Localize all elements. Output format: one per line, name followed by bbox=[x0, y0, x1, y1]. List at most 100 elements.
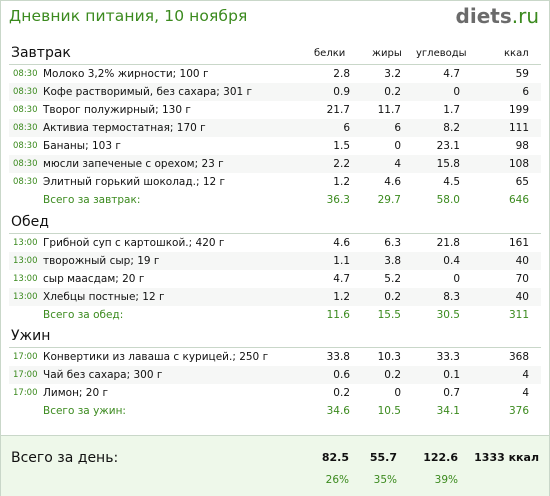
section-total-carbs: 34.1 bbox=[436, 405, 460, 417]
food-protein: 2.8 bbox=[333, 68, 350, 80]
food-time: 13:00 bbox=[13, 238, 38, 248]
food-carbs: 33.3 bbox=[436, 351, 460, 363]
food-carbs: 8.2 bbox=[443, 122, 460, 134]
food-carbs: 0.1 bbox=[443, 369, 460, 381]
food-protein: 21.7 bbox=[326, 104, 350, 116]
day-total-carbs-pct: 39% bbox=[434, 474, 458, 486]
food-time: 13:00 bbox=[13, 274, 38, 284]
section-total-fat: 15.5 bbox=[377, 309, 401, 321]
food-protein: 2.2 bbox=[333, 158, 350, 170]
section-divider bbox=[9, 64, 541, 65]
section-total-protein: 11.6 bbox=[326, 309, 350, 321]
section-title: Ужин bbox=[11, 328, 51, 344]
section-total-row: Всего за обед: 11.6 15.5 30.5 311 bbox=[9, 306, 541, 324]
food-kcal: 40 bbox=[515, 255, 529, 267]
section-total-kcal: 376 bbox=[508, 405, 529, 417]
food-row[interactable]: 08:30 Элитный горький шоколад.; 12 г 1.2 4.… bbox=[9, 173, 541, 192]
food-carbs: 8.3 bbox=[443, 291, 460, 303]
food-row[interactable]: 08:30 Кофе растворимый, без сахара; 301 г… bbox=[9, 83, 541, 102]
section-title: Завтрак bbox=[11, 45, 71, 61]
food-carbs: 21.8 bbox=[436, 237, 460, 249]
food-row[interactable]: 13:00 сыр маасдам; 20 г 4.7 5.2 0 70 bbox=[9, 270, 541, 289]
food-carbs: 0 bbox=[453, 86, 460, 98]
logo-main: diets bbox=[455, 4, 512, 28]
food-row[interactable]: 08:30 мюсли запеченые с орехом; 23 г 2.2 4 1… bbox=[9, 155, 541, 174]
day-total-protein: 82.5 bbox=[321, 451, 349, 464]
food-row[interactable]: 17:00 Чай без сахара; 300 г 0.6 0.2 0.1 4 bbox=[9, 366, 541, 385]
food-row[interactable]: 08:30 Активиа термостатная; 170 г 6 6 8.2 111 bbox=[9, 119, 541, 138]
section-divider bbox=[9, 233, 541, 234]
section-total-kcal: 311 bbox=[508, 309, 529, 321]
food-name: Хлебцы постные; 12 г bbox=[43, 291, 165, 303]
section-total-carbs: 30.5 bbox=[436, 309, 460, 321]
section-total-row: Всего за ужин: 34.6 10.5 34.1 376 bbox=[9, 402, 541, 420]
food-fat: 3.8 bbox=[384, 255, 401, 267]
food-kcal: 368 bbox=[508, 351, 529, 363]
food-name: мюсли запеченые с орехом; 23 г bbox=[43, 158, 224, 170]
food-fat: 6.3 bbox=[384, 237, 401, 249]
day-total: Всего за день: 82.5 55.7 122.6 1333 ккал… bbox=[1, 435, 549, 496]
food-name: Творог полужирный; 130 г bbox=[43, 104, 191, 116]
food-name: Бананы; 103 г bbox=[43, 140, 121, 152]
food-row[interactable]: 17:00 Лимон; 20 г 0.2 0 0.7 4 bbox=[9, 384, 541, 403]
day-total-label: Всего за день: bbox=[11, 450, 119, 466]
food-kcal: 199 bbox=[508, 104, 529, 116]
section-total-fat: 10.5 bbox=[377, 405, 401, 417]
section-total-protein: 36.3 bbox=[326, 194, 350, 206]
food-time: 08:30 bbox=[13, 87, 38, 97]
food-row[interactable]: 08:30 Бананы; 103 г 1.5 0 23.1 98 bbox=[9, 137, 541, 156]
food-fat: 11.7 bbox=[377, 104, 401, 116]
food-row[interactable]: 08:30 Молоко 3,2% жирности; 100 г 2.8 3.2 4.… bbox=[9, 65, 541, 84]
food-carbs: 0 bbox=[453, 273, 460, 285]
food-protein: 1.1 bbox=[333, 255, 350, 267]
food-time: 17:00 bbox=[13, 388, 38, 398]
food-name: Молоко 3,2% жирности; 100 г bbox=[43, 68, 209, 80]
day-total-fat: 55.7 bbox=[369, 451, 397, 464]
food-kcal: 65 bbox=[515, 176, 529, 188]
food-carbs: 15.8 bbox=[436, 158, 460, 170]
food-fat: 5.2 bbox=[384, 273, 401, 285]
food-name: Конвертики из лаваша с курицей.; 250 г bbox=[43, 351, 269, 363]
section-total-fat: 29.7 bbox=[377, 194, 401, 206]
food-protein: 0.9 bbox=[333, 86, 350, 98]
food-protein: 33.8 bbox=[326, 351, 350, 363]
food-kcal: 40 bbox=[515, 291, 529, 303]
day-total-fat-pct: 35% bbox=[373, 474, 397, 486]
food-row[interactable]: 17:00 Конвертики из лаваша с курицей.; 25… bbox=[9, 348, 541, 367]
food-fat: 4.6 bbox=[384, 176, 401, 188]
food-carbs: 4.5 bbox=[443, 176, 460, 188]
food-protein: 1.2 bbox=[333, 291, 350, 303]
food-time: 13:00 bbox=[13, 292, 38, 302]
food-name: Кофе растворимый, без сахара; 301 г bbox=[43, 86, 253, 98]
food-carbs: 0.4 bbox=[443, 255, 460, 267]
food-carbs: 0.7 bbox=[443, 387, 460, 399]
food-row[interactable]: 13:00 Грибной суп с картошкой.; 420 г 4.6 6… bbox=[9, 234, 541, 253]
food-time: 17:00 bbox=[13, 352, 38, 362]
food-kcal: 98 bbox=[515, 140, 529, 152]
day-total-protein-pct: 26% bbox=[325, 474, 349, 486]
food-fat: 4 bbox=[394, 158, 401, 170]
site-logo[interactable]: diets.ru bbox=[456, 4, 539, 28]
column-header-carbs: углеводы bbox=[416, 48, 467, 59]
food-row[interactable]: 08:30 Творог полужирный; 130 г 21.7 11.7 1.7… bbox=[9, 101, 541, 120]
food-kcal: 161 bbox=[508, 237, 529, 249]
food-protein: 4.6 bbox=[333, 237, 350, 249]
food-name: Лимон; 20 г bbox=[43, 387, 109, 399]
food-name: сыр маасдам; 20 г bbox=[43, 273, 145, 285]
logo-suffix: .ru bbox=[511, 4, 539, 28]
food-name: Активиа термостатная; 170 г bbox=[43, 122, 206, 134]
food-protein: 4.7 bbox=[333, 273, 350, 285]
food-row[interactable]: 13:00 Хлебцы постные; 12 г 1.2 0.2 8.3 40 bbox=[9, 288, 541, 307]
food-row[interactable]: 13:00 творожный сыр; 19 г 1.1 3.8 0.4 40 bbox=[9, 252, 541, 271]
food-fat: 6 bbox=[394, 122, 401, 134]
food-name: Грибной суп с картошкой.; 420 г bbox=[43, 237, 225, 249]
section-title: Обед bbox=[11, 214, 49, 230]
food-kcal: 70 bbox=[515, 273, 529, 285]
food-kcal: 6 bbox=[522, 86, 529, 98]
food-carbs: 4.7 bbox=[443, 68, 460, 80]
food-time: 17:00 bbox=[13, 370, 38, 380]
food-carbs: 1.7 bbox=[443, 104, 460, 116]
food-fat: 0 bbox=[394, 140, 401, 152]
section-divider bbox=[9, 347, 541, 348]
